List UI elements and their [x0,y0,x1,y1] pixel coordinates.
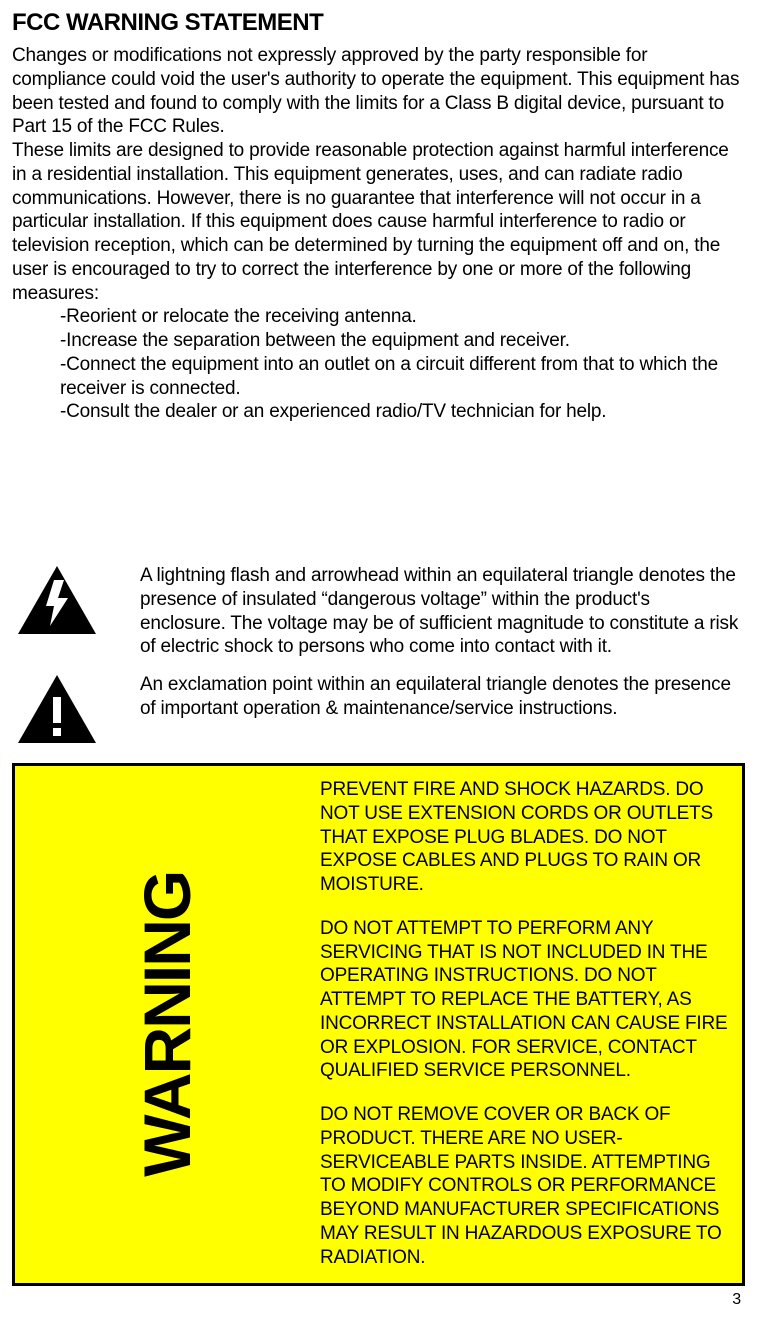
measure-item: -Increase the separation between the equ… [60,329,745,353]
exclaim-symbol-row: An exclamation point within an equilater… [12,673,745,745]
fcc-heading: FCC WARNING STATEMENT [12,8,745,38]
warning-paragraph: DO NOT ATTEMPT TO PERFORM ANY SERVICING … [320,917,732,1083]
warning-box: WARNING PREVENT FIRE AND SHOCK HAZARDS. … [12,763,745,1286]
exclamation-triangle-icon [16,673,98,745]
warning-paragraph: DO NOT REMOVE COVER OR BACK OF PRODUCT. … [320,1103,732,1269]
lightning-symbol-row: A lightning flash and arrowhead within a… [12,564,745,659]
warning-label: WARNING [126,872,209,1177]
page-number: 3 [12,1286,745,1310]
warning-paragraph: PREVENT FIRE AND SHOCK HAZARDS. DO NOT U… [320,778,732,897]
exclaim-symbol-text: An exclamation point within an equilater… [140,673,745,721]
measure-item: -Reorient or relocate the receiving ante… [60,305,745,329]
fcc-measures-list: -Reorient or relocate the receiving ante… [12,305,745,424]
fcc-paragraph-2: These limits are designed to provide rea… [12,139,745,305]
warning-text: PREVENT FIRE AND SHOCK HAZARDS. DO NOT U… [320,766,742,1283]
lightning-triangle-icon [16,564,98,636]
fcc-paragraph-1: Changes or modifications not expressly a… [12,44,745,139]
lightning-symbol-text: A lightning flash and arrowhead within a… [140,564,745,659]
measure-item: -Consult the dealer or an experienced ra… [60,400,745,424]
measure-item: -Connect the equipment into an outlet on… [60,353,745,401]
